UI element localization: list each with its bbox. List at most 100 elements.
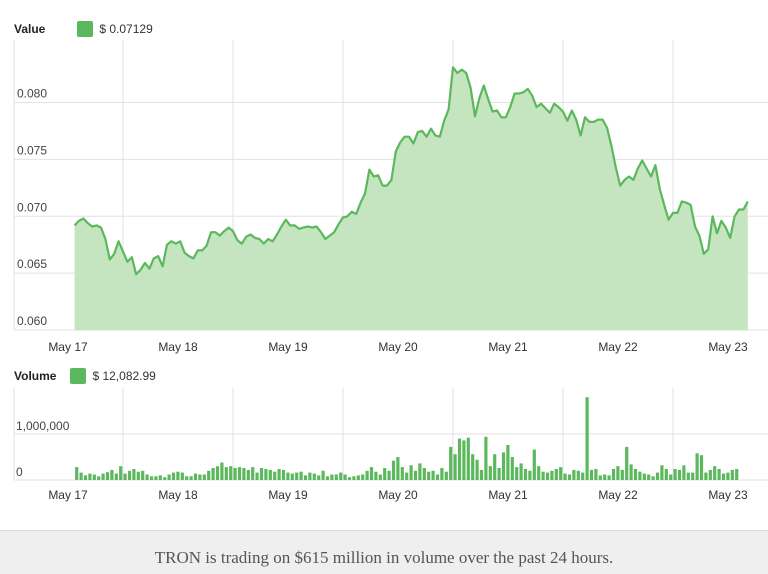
volume-bar [695, 453, 699, 480]
volume-legend: Volume $ 12,082.99 [14, 367, 156, 385]
volume-bar [290, 473, 294, 480]
volume-bar [400, 467, 404, 480]
volume-bar [444, 471, 448, 480]
value-legend-swatch [77, 21, 94, 37]
volume-bar [488, 466, 492, 480]
volume-bar [497, 468, 501, 480]
volume-bar [726, 472, 730, 480]
volume-bar [677, 469, 682, 480]
volume-bar [312, 473, 316, 480]
price-x-tick-label: May 19 [268, 340, 308, 354]
price-line [73, 66, 749, 276]
volume-bar [211, 468, 215, 480]
volume-bar [97, 476, 101, 480]
volume-bar [237, 467, 242, 480]
volume-bar [334, 474, 338, 480]
volume-bar [127, 470, 132, 480]
volume-bar [343, 474, 347, 480]
chart-panel: Value $ 0.07129 Volume $ 12,082.99 0.060… [13, 20, 768, 502]
volume-bar [325, 476, 330, 480]
volume-bar [246, 469, 250, 480]
volume-bar [193, 473, 198, 480]
volume-bar [655, 472, 660, 480]
volume-bar [519, 463, 523, 480]
volume-bar [704, 472, 708, 480]
volume-bar [418, 463, 422, 480]
volume-bar [303, 475, 308, 480]
volume-bar [669, 474, 673, 480]
volume-legend-swatch [70, 368, 87, 384]
volume-bar [572, 469, 576, 480]
volume-bar [123, 473, 127, 480]
volume-bar [589, 469, 594, 480]
volume-bar [378, 474, 382, 480]
value-legend-label: Value [14, 22, 46, 36]
volume-bar [79, 472, 83, 480]
volume-bar [528, 470, 532, 480]
volume-bar [114, 473, 118, 480]
volume-y-tick-label: 1,000,000 [16, 419, 70, 433]
volume-bar [563, 473, 567, 480]
volume-bar [523, 469, 528, 480]
volume-bar [317, 475, 321, 480]
volume-bar [215, 466, 220, 480]
volume-bar [735, 469, 739, 480]
volume-bar [532, 449, 536, 480]
volume-bar [510, 457, 514, 480]
volume-bar [427, 471, 431, 480]
volume-bar [158, 475, 162, 480]
volume-bar [163, 477, 167, 480]
footer-bar: TRON is trading on $615 million in volum… [0, 530, 768, 574]
volume-bar [154, 476, 158, 480]
volume-x-tick-label: May 23 [708, 488, 748, 502]
volume-x-tick-label: May 21 [488, 488, 528, 502]
volume-bar [268, 469, 272, 480]
volume-bar [149, 476, 154, 480]
volume-bar [567, 474, 572, 480]
volume-bar [233, 468, 237, 480]
volume-bar [466, 437, 470, 480]
value-legend: Value $ 0.07129 [14, 20, 153, 38]
price-x-tick-label: May 18 [158, 340, 198, 354]
volume-bar [625, 446, 629, 480]
volume-bar [75, 467, 79, 480]
volume-bar [374, 471, 378, 480]
volume-bar [352, 476, 356, 480]
volume-bar [365, 470, 369, 480]
volume-bar [484, 436, 488, 480]
price-x-tick-label: May 20 [378, 340, 418, 354]
volume-bar [295, 472, 299, 480]
volume-bar [171, 472, 176, 480]
volume-bar [167, 474, 171, 480]
volume-x-tick-label: May 20 [378, 488, 418, 502]
volume-bar [220, 462, 224, 480]
volume-bar [185, 476, 189, 480]
price-x-tick-label: May 22 [598, 340, 638, 354]
volume-bar [453, 454, 457, 480]
volume-bar [449, 446, 453, 480]
volume-bar [83, 475, 88, 480]
volume-bar [409, 465, 413, 480]
footer-text: TRON is trading on $615 million in volum… [154, 548, 614, 567]
volume-bar [581, 472, 585, 480]
volume-bar [647, 474, 651, 480]
volume-bar [603, 474, 607, 480]
volume-bar [493, 454, 497, 480]
volume-bar [730, 469, 734, 480]
volume-bar [691, 472, 695, 480]
volume-bar [413, 470, 418, 480]
volume-bar [611, 469, 616, 480]
volume-bar [391, 460, 396, 480]
volume-bar [515, 467, 519, 480]
volume-bar [198, 474, 202, 480]
price-x-tick-label: May 23 [708, 340, 748, 354]
volume-bar [308, 472, 312, 480]
volume-bar [607, 475, 611, 480]
volume-bar [136, 471, 140, 480]
volume-bar [651, 476, 655, 480]
volume-bar [202, 474, 206, 480]
volume-bar [321, 470, 325, 480]
volume-bar [537, 466, 541, 480]
volume-bar [101, 473, 105, 480]
volume-bar [585, 397, 589, 480]
